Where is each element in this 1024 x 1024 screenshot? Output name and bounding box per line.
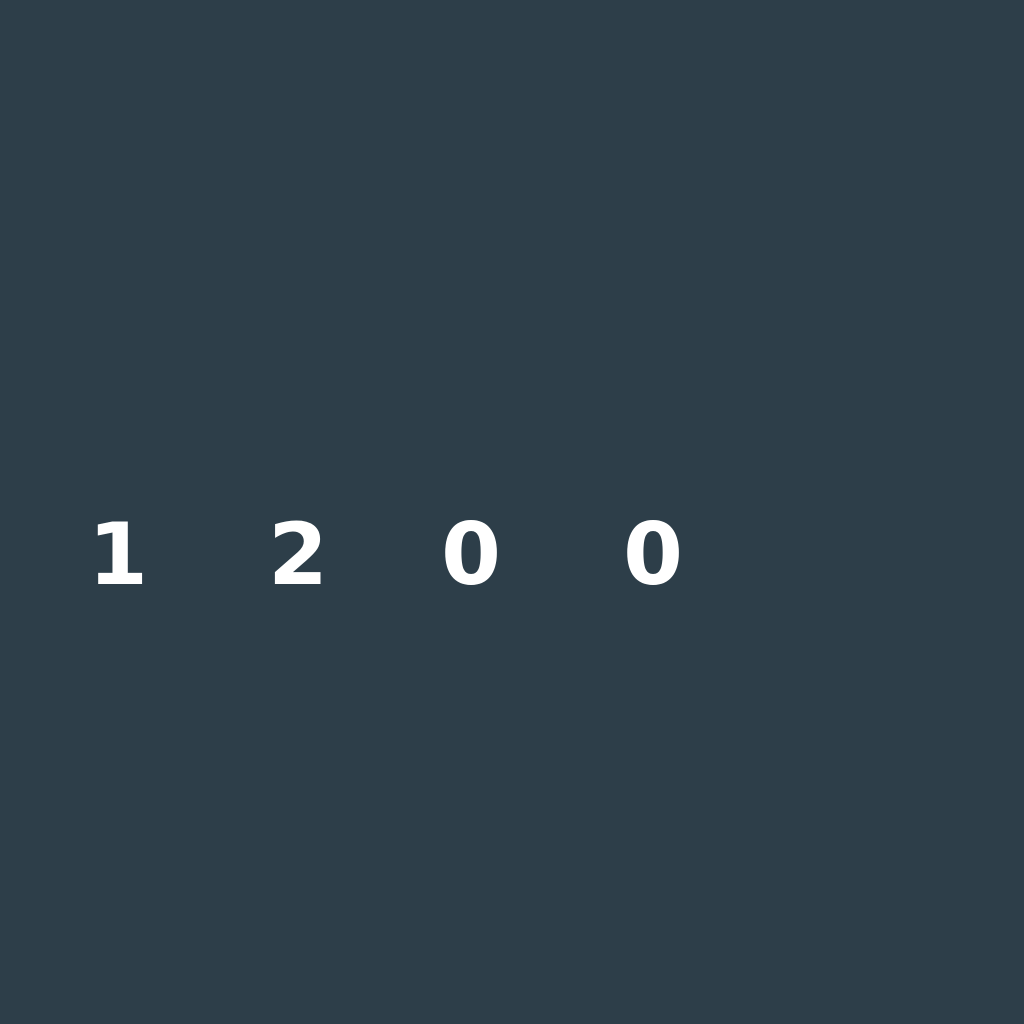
digit-1: 1 bbox=[88, 505, 148, 605]
digit-2: 2 bbox=[268, 505, 328, 605]
digit-row: 1 2 0 0 bbox=[0, 505, 1024, 605]
digit-3: 0 bbox=[441, 505, 501, 605]
digit-4: 0 bbox=[623, 505, 683, 605]
